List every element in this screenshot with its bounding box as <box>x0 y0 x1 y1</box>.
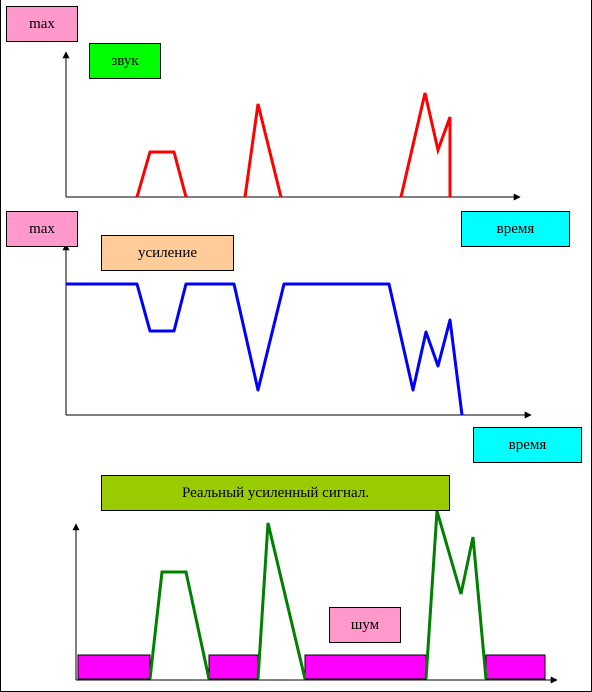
amplified-signal-pulse-3 <box>424 510 488 680</box>
panel2-max-label: max <box>6 211 78 247</box>
noise-bar-4 <box>485 654 546 680</box>
noise-label: шум <box>329 607 401 643</box>
amplified-signal-pulse-1 <box>148 570 211 680</box>
noise-bar-3 <box>304 654 427 680</box>
gain-curve <box>66 282 464 416</box>
noise-bar-1 <box>77 654 151 680</box>
panel2-time-label: время <box>473 427 582 463</box>
gain-label: усиление <box>101 235 234 271</box>
sound-signal-pulse-1 <box>135 150 188 198</box>
panel1-max-label: max <box>6 6 78 42</box>
sound-signal-pulse-2 <box>243 103 283 198</box>
real-signal-title: Реальный усиленный сигнал. <box>101 475 450 511</box>
amplified-signal-pulse-2 <box>256 522 307 680</box>
sound-label: звук <box>89 43 161 79</box>
panel1-time-label: время <box>461 211 570 247</box>
noise-bar-2 <box>208 654 259 680</box>
sound-signal-pulse-3 <box>399 92 452 198</box>
